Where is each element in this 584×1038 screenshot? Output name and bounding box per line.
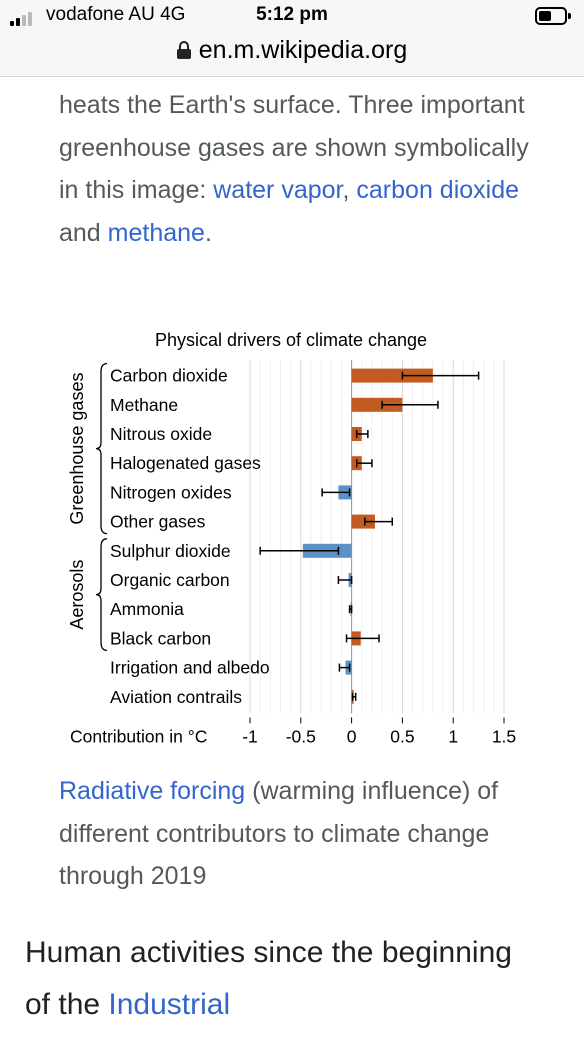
category-label-5: Other gases <box>110 512 206 532</box>
category-label-4: Nitrogen oxides <box>110 482 232 502</box>
group-label-1: Aerosols <box>67 560 87 630</box>
status-time: 5:12 pm <box>256 4 328 25</box>
category-label-10: Irrigation and albedo <box>110 658 270 678</box>
link-carbon-dioxide[interactable]: carbon dioxide <box>356 176 520 204</box>
category-label-3: Halogenated gases <box>110 453 261 473</box>
link-water-vapor[interactable]: water vapor <box>213 176 343 204</box>
battery-icon <box>535 7 571 25</box>
category-label-11: Aviation contrails <box>110 687 242 707</box>
category-label-9: Black carbon <box>110 628 211 648</box>
x-axis-label: Contribution in °C <box>70 726 207 746</box>
x-tick-label-2: 0 <box>347 726 357 746</box>
intro-text: heats the Earth's surface. Three importa… <box>59 91 529 204</box>
category-label-2: Nitrous oxide <box>110 424 212 444</box>
chart-title: Physical drivers of climate change <box>155 330 427 350</box>
browser-chrome: vodafone AU 4G 5:12 pm en.m.wikipedia.or… <box>0 0 584 77</box>
link-radiative-forcing[interactable]: Radiative forcing <box>59 777 246 805</box>
address-bar[interactable]: en.m.wikipedia.org <box>0 32 584 68</box>
bar-5 <box>351 514 375 529</box>
bar-1 <box>351 397 403 412</box>
group-label-0: Greenhouse gases <box>67 373 87 525</box>
status-bar: vodafone AU 4G 5:12 pm <box>0 0 584 34</box>
signal-icon <box>10 12 32 26</box>
intro-end: . <box>204 218 212 247</box>
url-text[interactable]: en.m.wikipedia.org <box>198 35 408 64</box>
body-text: Human activities since the beginning of … <box>25 936 512 1021</box>
body-paragraph: Human activities since the beginning of … <box>25 927 545 1031</box>
bar-0 <box>351 368 433 383</box>
caption-text: (warming influence) of different contrib… <box>59 777 499 890</box>
category-label-6: Sulphur dioxide <box>110 541 231 561</box>
category-label-0: Carbon dioxide <box>110 366 228 386</box>
lock-icon <box>176 41 191 59</box>
group-bracket-0 <box>95 362 108 535</box>
link-industrial[interactable]: Industrial <box>108 988 231 1021</box>
category-label-8: Ammonia <box>110 599 184 619</box>
group-bracket-1 <box>95 538 108 652</box>
x-tick-label-4: 1 <box>448 726 458 746</box>
x-tick-label-1: -0.5 <box>286 726 316 746</box>
link-methane[interactable]: methane <box>107 218 205 247</box>
intro-separator-1: , <box>342 176 357 204</box>
category-label-1: Methane <box>110 395 178 415</box>
x-tick-label-0: -1 <box>242 726 258 746</box>
climate-drivers-figure[interactable]: Physical drivers of climate change Carbon… <box>50 320 530 750</box>
figure-caption: Radiative forcing (warming influence) of… <box>59 770 529 898</box>
category-label-7: Organic carbon <box>110 570 230 590</box>
climate-drivers-chart: Physical drivers of climate change Carbon… <box>67 330 516 746</box>
x-tick-label-3: 0.5 <box>390 726 414 746</box>
carrier-label: vodafone AU 4G <box>46 4 186 25</box>
x-tick-label-5: 1.5 <box>492 726 516 746</box>
intro-separator-2: and <box>59 218 108 247</box>
intro-paragraph: heats the Earth's surface. Three importa… <box>59 84 529 254</box>
